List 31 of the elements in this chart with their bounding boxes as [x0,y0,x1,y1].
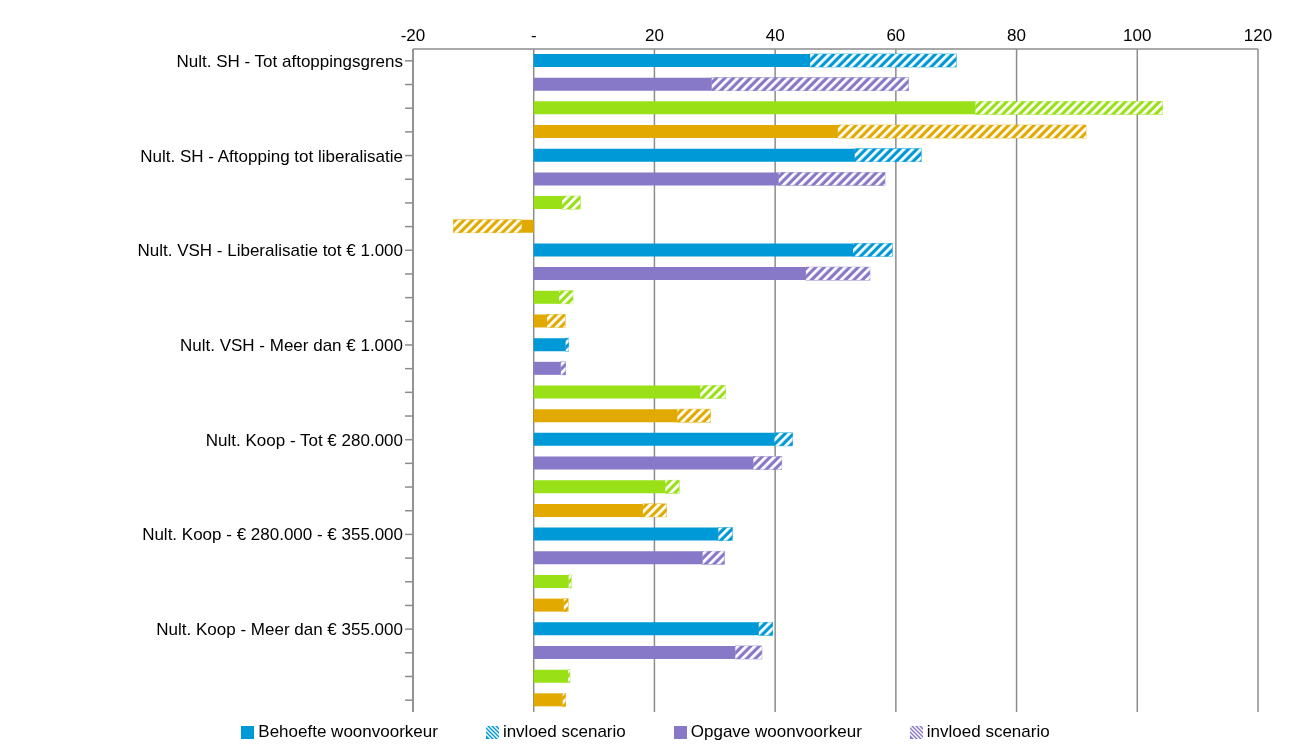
y-tick-label: Nult. SH - Tot aftoppingsgrens [176,51,403,71]
x-tick-label: 40 [765,26,785,45]
bar [533,693,563,707]
bar [533,409,678,423]
x-tick-label: 80 [1007,26,1027,45]
bar [533,669,569,683]
legend-label: Behoefte woonvoorkeur [258,722,438,742]
bar [533,527,719,541]
y-tick-label: Nult. VSH - Meer dan € 1.000 [179,336,403,356]
legend-label: invloed scenario [926,722,1050,742]
bar [521,219,534,233]
bar [533,456,754,470]
legend-label: invloed scenario [502,722,626,742]
bar [533,54,811,67]
bar [533,574,569,588]
x-tick-label: 20 [644,26,664,45]
y-tick-label: Nult. Koop - Tot € 280.000 [205,430,403,450]
y-tick-label: Nult. VSH - Liberalisatie tot € 1.000 [137,241,403,261]
bar [533,338,566,352]
x-tick-label: 100 [1123,26,1152,45]
y-tick-label: Nult. Koop - € 280.000 - € 355.000 [142,525,403,545]
x-tick-label: -20 [400,26,426,45]
legend-label: Opgave woonvoorkeur [690,722,862,742]
x-tick-label: 120 [1243,26,1273,45]
bar [533,645,736,659]
bar [533,385,701,399]
x-tick-label: 60 [886,26,906,45]
bar [533,480,666,494]
y-tick-label: Nult. Koop - Meer dan € 355.000 [156,620,403,640]
y-tick-label: Nult. SH - Aftopping tot liberalisatie [140,146,403,166]
x-tick-label: - [530,26,537,45]
